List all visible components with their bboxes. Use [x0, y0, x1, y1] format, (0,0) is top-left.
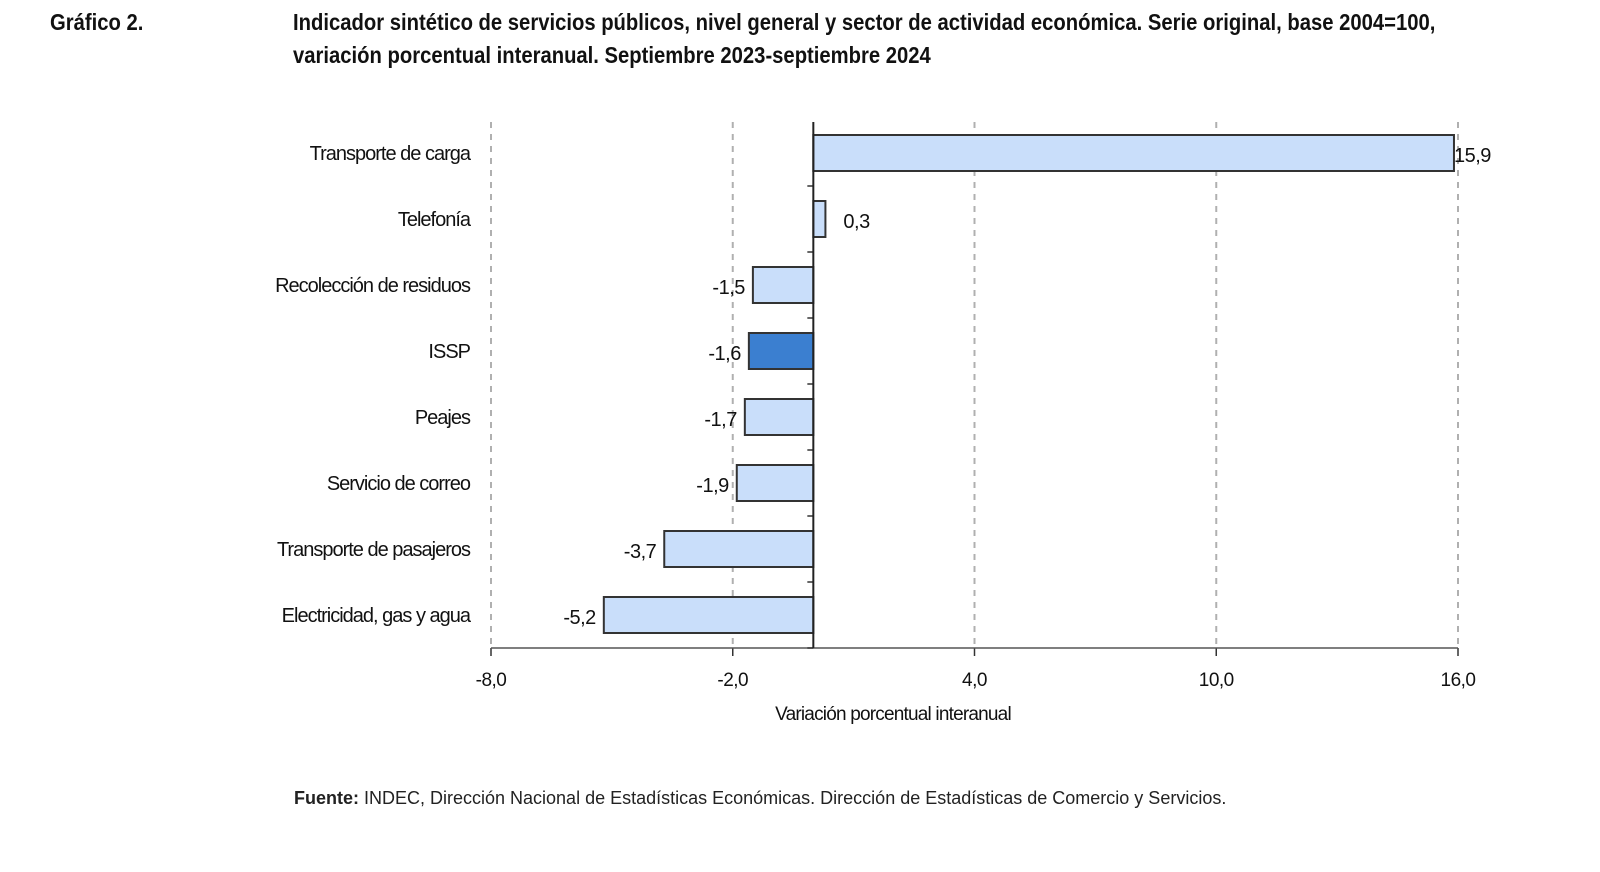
data-label: -1,7	[704, 409, 737, 431]
bar-electricidad-gas-y-agua	[602, 596, 815, 634]
x-axis-title: Variación porcentual interanual	[775, 704, 1011, 725]
category-label: Peajes	[415, 407, 471, 429]
bar-servicio-de-correo	[735, 464, 815, 502]
source-label: Fuente:	[294, 788, 359, 808]
source-text: INDEC, Dirección Nacional de Estadística…	[359, 788, 1227, 808]
data-label: -5,2	[563, 607, 596, 629]
x-tick-label: 10,0	[1199, 670, 1234, 691]
data-label: -1,9	[696, 475, 729, 497]
bar-transporte-de-pasajeros	[663, 530, 815, 568]
data-label: -3,7	[624, 541, 657, 563]
x-tick-label: 16,0	[1441, 670, 1476, 691]
data-label: 15,9	[1454, 145, 1491, 167]
category-label: Transporte de carga	[310, 143, 472, 165]
bar-peajes	[743, 398, 815, 436]
source-note: Fuente: INDEC, Dirección Nacional de Est…	[294, 788, 1226, 809]
data-label: 0,3	[843, 211, 870, 233]
bar-recolecci-n-de-residuos	[751, 266, 815, 304]
chart-title: Indicador sintético de servicios público…	[293, 9, 1436, 68]
category-label: Electricidad, gas y agua	[282, 605, 472, 627]
category-label: Servicio de correo	[327, 473, 471, 495]
x-tick-label: -8,0	[476, 670, 507, 691]
bar-issp	[747, 332, 815, 370]
category-label: ISSP	[428, 341, 470, 363]
category-label: Recolección de residuos	[275, 275, 471, 297]
data-label: -1,5	[712, 277, 745, 299]
bar-telefon-a	[812, 200, 827, 238]
category-label: Telefonía	[398, 209, 472, 231]
figure-number: Gráfico 2.	[50, 9, 144, 35]
x-tick-label: 4,0	[962, 670, 987, 691]
x-tick-label: -2,0	[717, 670, 748, 691]
data-label: -1,6	[708, 343, 741, 365]
category-label: Transporte de pasajeros	[277, 539, 471, 561]
bar-transporte-de-carga	[812, 134, 1455, 172]
